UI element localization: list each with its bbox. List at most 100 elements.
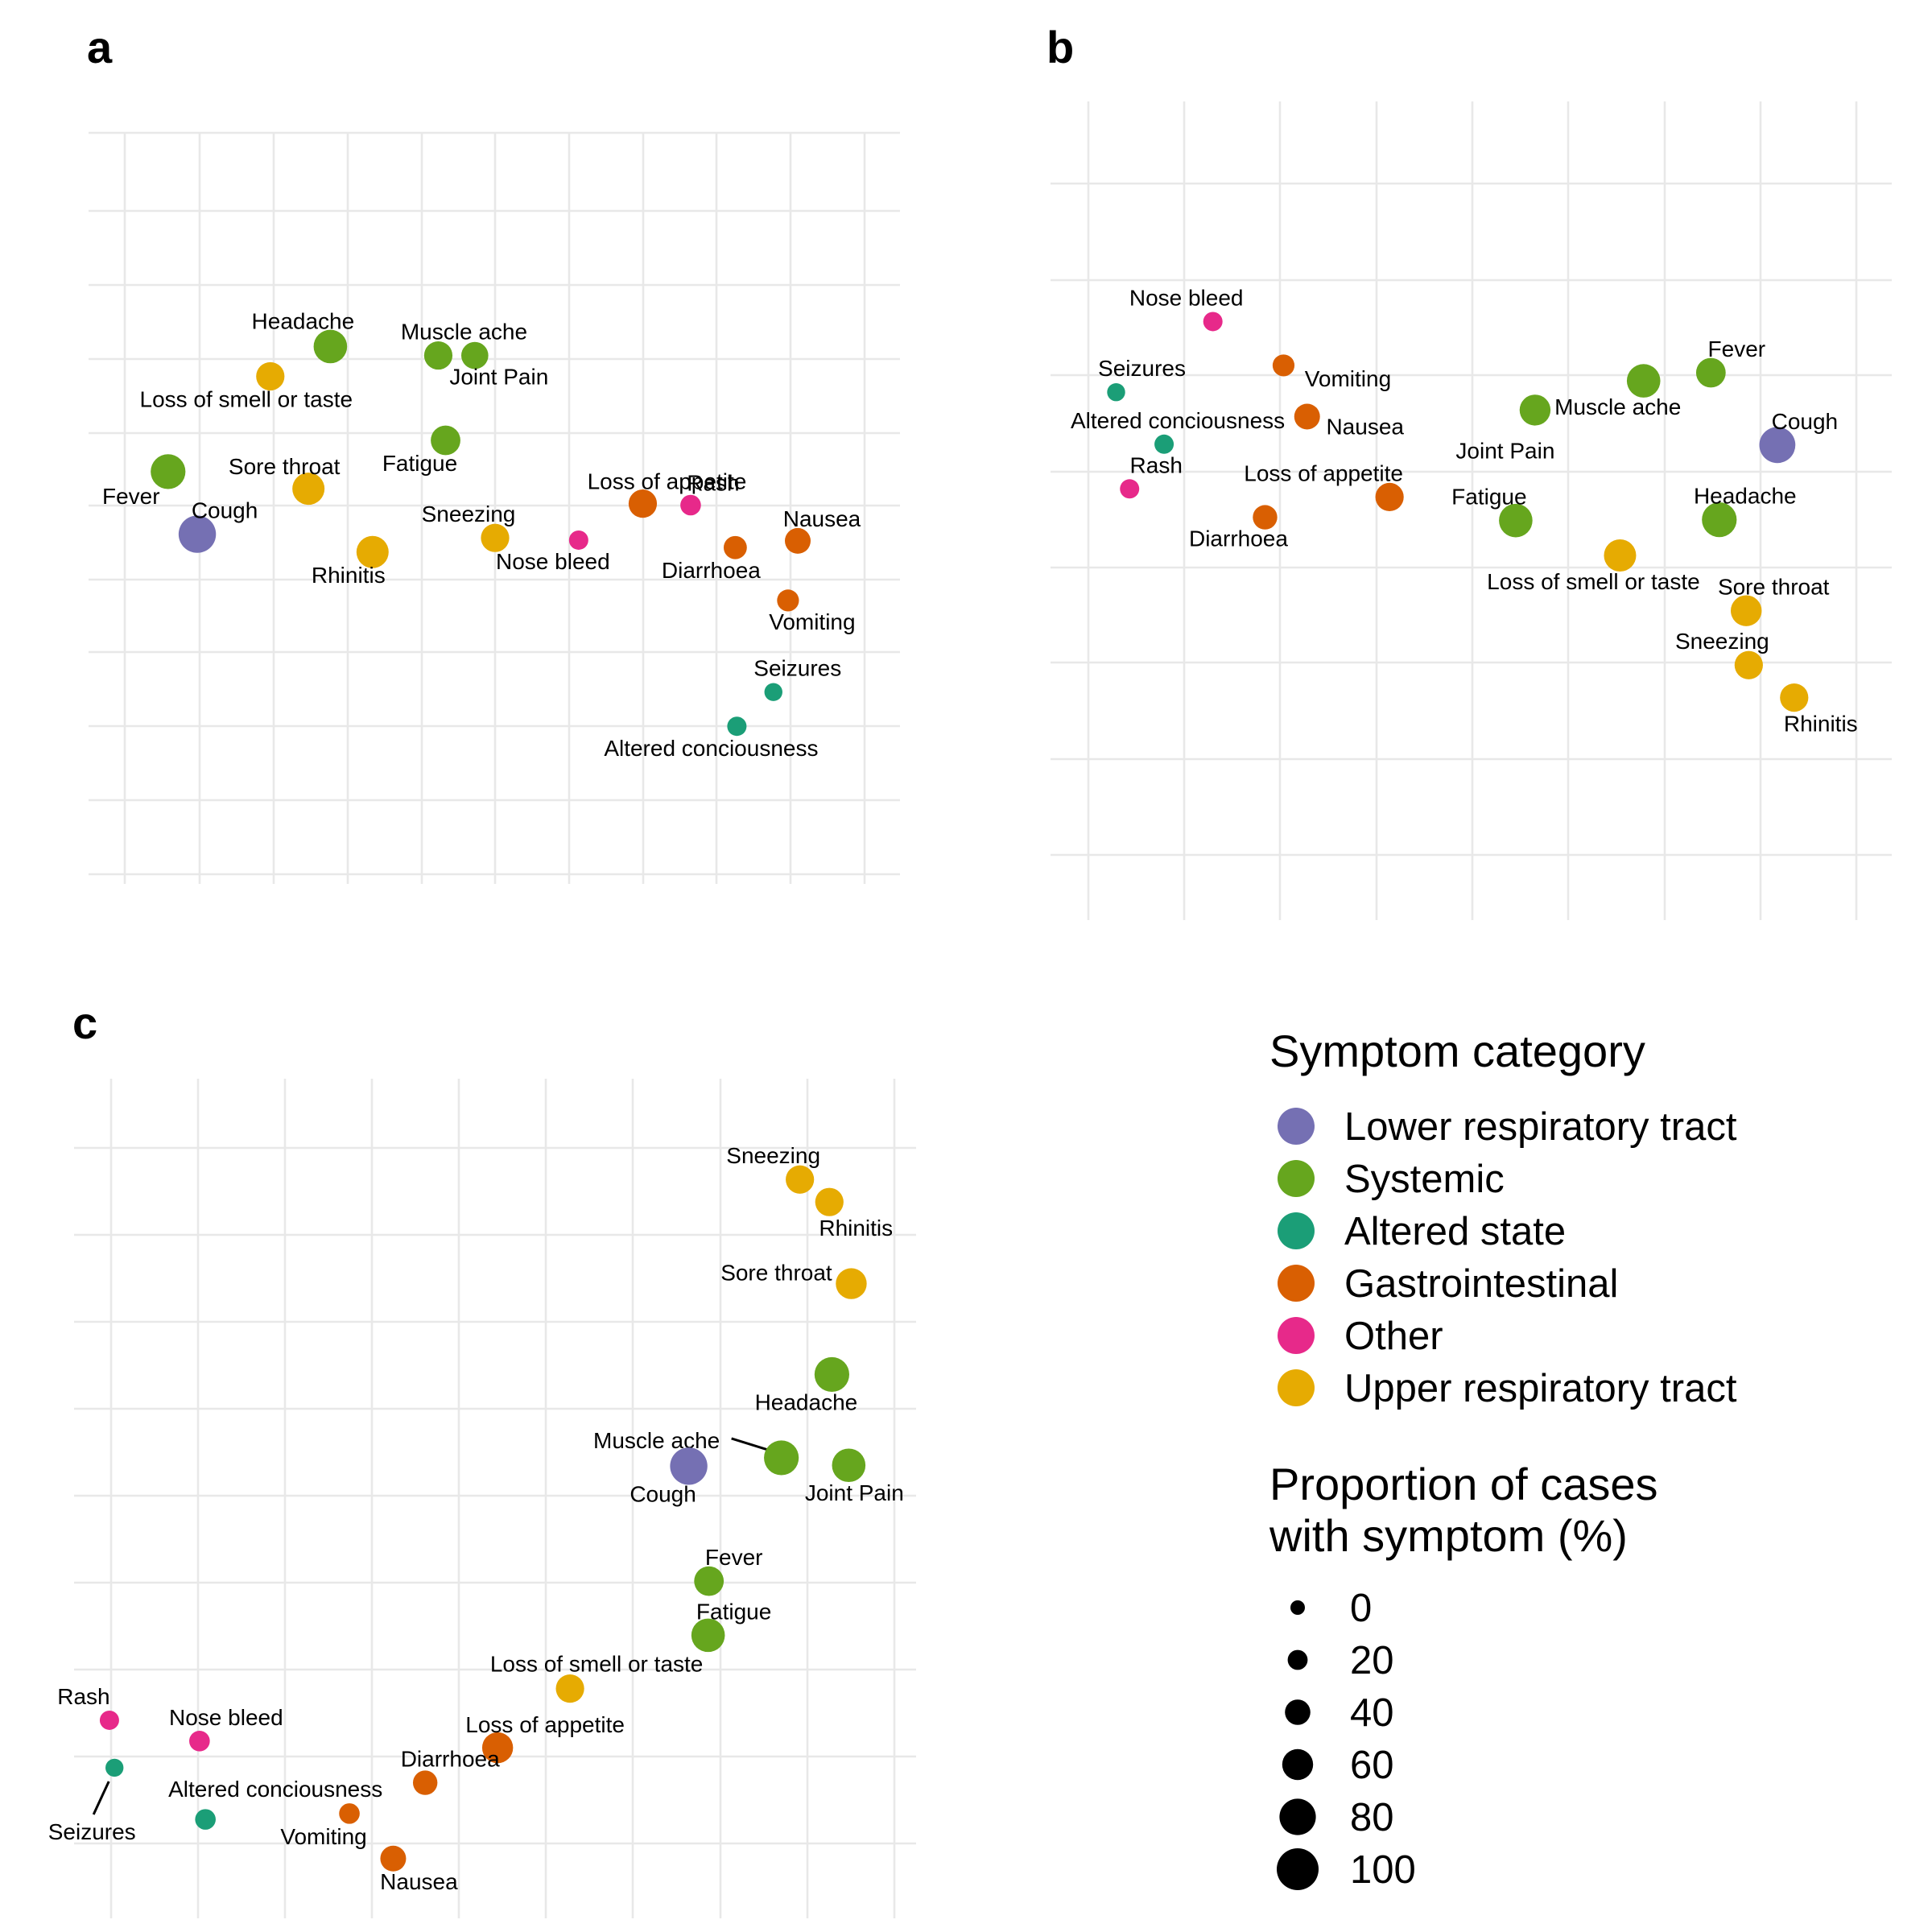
point-label: Sneezing bbox=[422, 502, 516, 526]
point-label: Nose bleed bbox=[1129, 285, 1244, 310]
point-loss-of-appetite bbox=[1375, 482, 1404, 511]
point-nausea bbox=[1294, 403, 1320, 430]
point-nose-bleed bbox=[568, 530, 588, 550]
legend-category-label: Lower respiratory tract bbox=[1344, 1105, 1737, 1149]
label-leader-line bbox=[731, 1437, 769, 1451]
point-seizures bbox=[764, 683, 782, 701]
legend-size-label: 60 bbox=[1350, 1744, 1394, 1787]
legend-category-label: Upper respiratory tract bbox=[1344, 1367, 1737, 1410]
panel-c-letter: c bbox=[72, 997, 97, 1048]
point-label: Rash bbox=[687, 471, 739, 496]
point-rash bbox=[680, 494, 701, 516]
legend-size-title-line2: with symptom (%) bbox=[1269, 1510, 1628, 1561]
point-label: Rhinitis bbox=[819, 1216, 893, 1241]
point-muscle-ache bbox=[764, 1440, 799, 1476]
point-label: Fever bbox=[705, 1545, 763, 1570]
legend-swatch bbox=[1278, 1108, 1315, 1145]
point-rhinitis bbox=[356, 535, 389, 568]
legend-category-title: Symptom category bbox=[1269, 1026, 1645, 1076]
panel-a-grid bbox=[89, 131, 900, 884]
point-loss-of-smell-or-taste bbox=[256, 361, 285, 391]
point-label: Muscle ache bbox=[1554, 394, 1681, 419]
point-label: Seizures bbox=[48, 1819, 136, 1844]
panel-a-letter: a bbox=[87, 22, 113, 72]
legend-category-label: Altered state bbox=[1344, 1210, 1566, 1253]
point-label: Joint Pain bbox=[449, 365, 548, 390]
point-label: Rhinitis bbox=[1784, 712, 1858, 737]
point-sneezing bbox=[481, 523, 510, 552]
point-joint-pain bbox=[1519, 394, 1551, 426]
point-label: Nausea bbox=[783, 506, 861, 531]
legend-size-title-line1: Proportion of cases bbox=[1269, 1459, 1657, 1509]
point-rash bbox=[1120, 479, 1140, 499]
point-label: Joint Pain bbox=[1455, 438, 1554, 463]
panel-a: Headache Muscle ache Joint Pain Loss of sme… bbox=[89, 131, 900, 884]
point-label: Nausea bbox=[380, 1869, 458, 1894]
point-label: Headache bbox=[1694, 484, 1797, 509]
point-label: Joint Pain bbox=[805, 1480, 904, 1505]
point-label: Cough bbox=[1772, 409, 1839, 434]
point-label: Vomiting bbox=[769, 609, 855, 634]
point-nose-bleed bbox=[189, 1731, 210, 1752]
legend-category-label: Other bbox=[1344, 1315, 1443, 1358]
point-loss-of-appetite bbox=[628, 489, 658, 518]
point-label: Diarrhoea bbox=[401, 1747, 500, 1772]
point-label: Headache bbox=[755, 1389, 858, 1414]
legend-size-dot bbox=[1279, 1798, 1316, 1835]
point-label: Rash bbox=[57, 1684, 109, 1709]
point-label: Loss of appetite bbox=[1244, 460, 1403, 485]
legend-size-dot bbox=[1287, 1649, 1308, 1670]
panel-c-points: Sneezing Rhinitis Sore throat Headache Muscl… bbox=[48, 1143, 904, 1894]
point-joint-pain bbox=[832, 1448, 866, 1483]
point-label: Cough bbox=[192, 498, 258, 523]
point-altered-conciousness bbox=[195, 1809, 216, 1830]
point-label: Altered conciousness bbox=[168, 1777, 382, 1802]
panel-b: Nose bleed Vomiting Seizures Nausea Altered … bbox=[1051, 101, 1892, 920]
point-loss-of-smell-or-taste bbox=[555, 1674, 584, 1703]
point-diarrhoea bbox=[412, 1770, 438, 1795]
point-label: Loss of smell or taste bbox=[490, 1652, 704, 1677]
panel-c-grid bbox=[74, 1079, 916, 1918]
point-muscle-ache bbox=[423, 341, 453, 370]
point-loss-of-smell-or-taste bbox=[1604, 539, 1637, 572]
point-fever bbox=[1695, 357, 1726, 388]
point-label: Diarrhoea bbox=[662, 558, 761, 583]
point-vomiting bbox=[1272, 354, 1295, 377]
point-label: Loss of smell or taste bbox=[140, 386, 353, 411]
point-headache bbox=[313, 329, 348, 364]
point-label: Muscle ache bbox=[593, 1428, 720, 1453]
legend-size-dot bbox=[1282, 1748, 1314, 1781]
legend-swatch bbox=[1278, 1369, 1315, 1406]
point-muscle-ache bbox=[1626, 364, 1661, 398]
point-label: Fever bbox=[1708, 336, 1766, 361]
point-sneezing bbox=[786, 1165, 815, 1194]
point-fatigue bbox=[431, 425, 460, 456]
legend-size-label: 40 bbox=[1350, 1691, 1394, 1735]
point-label: Sore throat bbox=[720, 1261, 832, 1286]
legend-swatch bbox=[1278, 1265, 1315, 1302]
point-nausea bbox=[380, 1845, 407, 1872]
point-label: Diarrhoea bbox=[1189, 526, 1288, 551]
point-sore-throat bbox=[292, 473, 325, 506]
panel-a-points: Headache Muscle ache Joint Pain Loss of sme… bbox=[102, 308, 861, 761]
point-sore-throat bbox=[1731, 595, 1762, 626]
legend-size-label: 100 bbox=[1350, 1848, 1416, 1892]
point-label: Nose bleed bbox=[169, 1705, 283, 1730]
point-sneezing bbox=[1734, 650, 1763, 679]
point-headache bbox=[814, 1356, 849, 1393]
panel-b-letter: b bbox=[1046, 22, 1074, 72]
point-label: Rash bbox=[1130, 452, 1183, 477]
point-label: Loss of smell or taste bbox=[1487, 569, 1700, 594]
label-leader-line bbox=[92, 1781, 110, 1815]
point-label: Rhinitis bbox=[312, 563, 386, 588]
point-label: Loss of appetite bbox=[588, 469, 747, 494]
point-vomiting bbox=[339, 1803, 360, 1824]
legend-size-dot bbox=[1290, 1600, 1305, 1615]
point-fatigue bbox=[691, 1618, 725, 1653]
point-label: Fever bbox=[102, 484, 160, 509]
point-nose-bleed bbox=[1203, 312, 1223, 332]
point-rash bbox=[99, 1710, 119, 1730]
legend-swatch bbox=[1278, 1317, 1315, 1354]
